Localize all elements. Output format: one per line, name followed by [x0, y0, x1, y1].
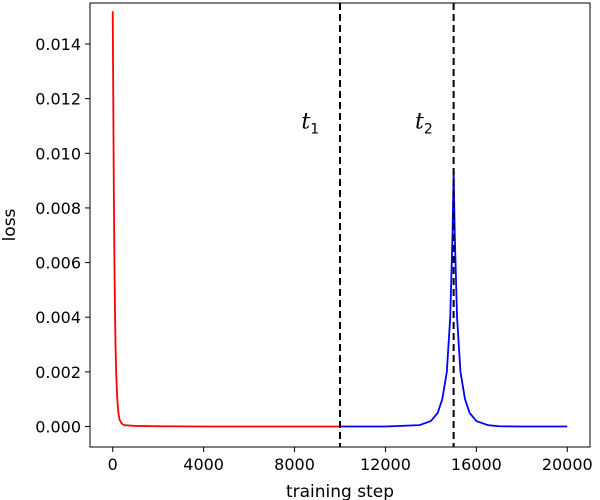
y-tick-label: 0.010 — [35, 144, 81, 163]
x-tick-label: 16000 — [451, 455, 502, 474]
y-tick-label: 0.008 — [35, 199, 81, 218]
x-tick-label: 8000 — [274, 455, 315, 474]
annotation-t2: t2 — [415, 109, 433, 137]
y-tick-label: 0.014 — [35, 35, 81, 54]
series-line-1 — [111, 11, 340, 428]
y-tick-label: 0.004 — [35, 308, 81, 327]
annotations: t1 t2 — [301, 109, 432, 137]
x-tick-label: 0 — [108, 455, 118, 474]
y-tick-label: 0.006 — [35, 254, 81, 273]
y-tick-label: 0.002 — [35, 363, 81, 382]
x-axis-label: training step — [286, 482, 394, 500]
x-tick-label: 12000 — [360, 455, 411, 474]
x-axis: 0 4000 8000 12000 16000 20000 — [108, 447, 593, 474]
y-axis-label: loss — [0, 208, 20, 241]
x-tick-label: 20000 — [542, 455, 593, 474]
y-tick-label: 0.012 — [35, 90, 81, 109]
annotation-t1: t1 — [301, 109, 319, 137]
plot-area — [89, 2, 591, 448]
y-axis: 0.000 0.002 0.004 0.006 0.008 0.010 0.012 0.014 — [35, 35, 90, 437]
y-tick-label: 0.000 — [35, 418, 81, 437]
x-tick-label: 4000 — [183, 455, 224, 474]
